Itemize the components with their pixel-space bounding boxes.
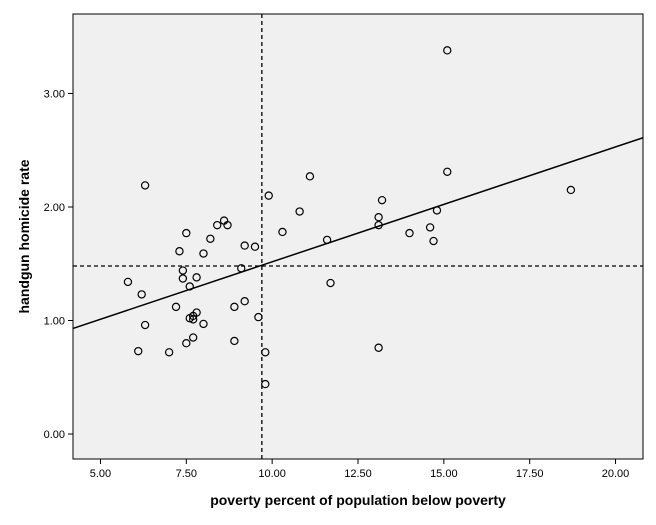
data-point [443,167,452,176]
data-point [192,308,201,317]
x-tick-label: 10.00 [258,468,286,480]
data-point [171,302,181,312]
y-tick-label: 2.00 [44,202,65,214]
data-point [374,220,383,230]
y-axis-title: handgun homicide rate [16,159,32,313]
data-point [326,278,335,288]
data-point [295,207,304,216]
data-point [123,277,133,287]
regression-line [72,137,644,330]
y-tick-label: 3.00 [44,88,65,100]
data-point [278,227,287,237]
data-point [432,206,442,215]
data-point [566,185,576,195]
y-tick-label: 0.00 [44,429,65,441]
data-point [185,282,194,291]
data-point [137,290,146,299]
data-point [230,336,239,346]
data-point [405,228,414,238]
data-point [188,315,198,324]
data-point [213,220,222,230]
y-tick-label: 1.00 [44,316,65,328]
data-point [261,379,270,389]
data-point [322,235,332,245]
data-point [164,348,174,357]
data-point [178,274,188,283]
plot-area [72,13,644,460]
data-point [374,343,383,352]
x-tick-label: 20.00 [602,468,630,480]
data-point [140,320,150,330]
data-point [240,297,249,306]
data-point [182,339,191,348]
data-point [305,172,315,181]
data-point [425,223,435,232]
x-tick-label: 15.00 [430,468,458,480]
data-point [223,220,232,230]
x-tick-label: 17.50 [516,468,544,480]
data-point [261,348,270,357]
data-point [374,213,383,222]
data-point [377,195,387,205]
data-point [199,249,208,258]
x-axis-title: poverty percent of population below pove… [210,492,506,508]
data-point [264,191,273,200]
data-point [182,228,191,238]
data-point [240,241,249,250]
data-point [206,234,215,243]
data-point [140,181,150,190]
data-point [188,333,198,342]
data-point [134,346,143,356]
x-tick-label: 7.50 [176,468,197,480]
data-point [443,46,452,55]
data-point [237,264,246,273]
data-point [178,266,188,275]
data-point [254,312,263,322]
data-point [250,242,260,251]
data-point [192,273,201,282]
x-tick-label: 12.50 [344,468,372,480]
data-point [429,236,438,246]
x-tick-label: 5.00 [90,468,111,480]
data-point [175,247,184,256]
data-point [230,302,239,312]
data-point [199,319,208,329]
